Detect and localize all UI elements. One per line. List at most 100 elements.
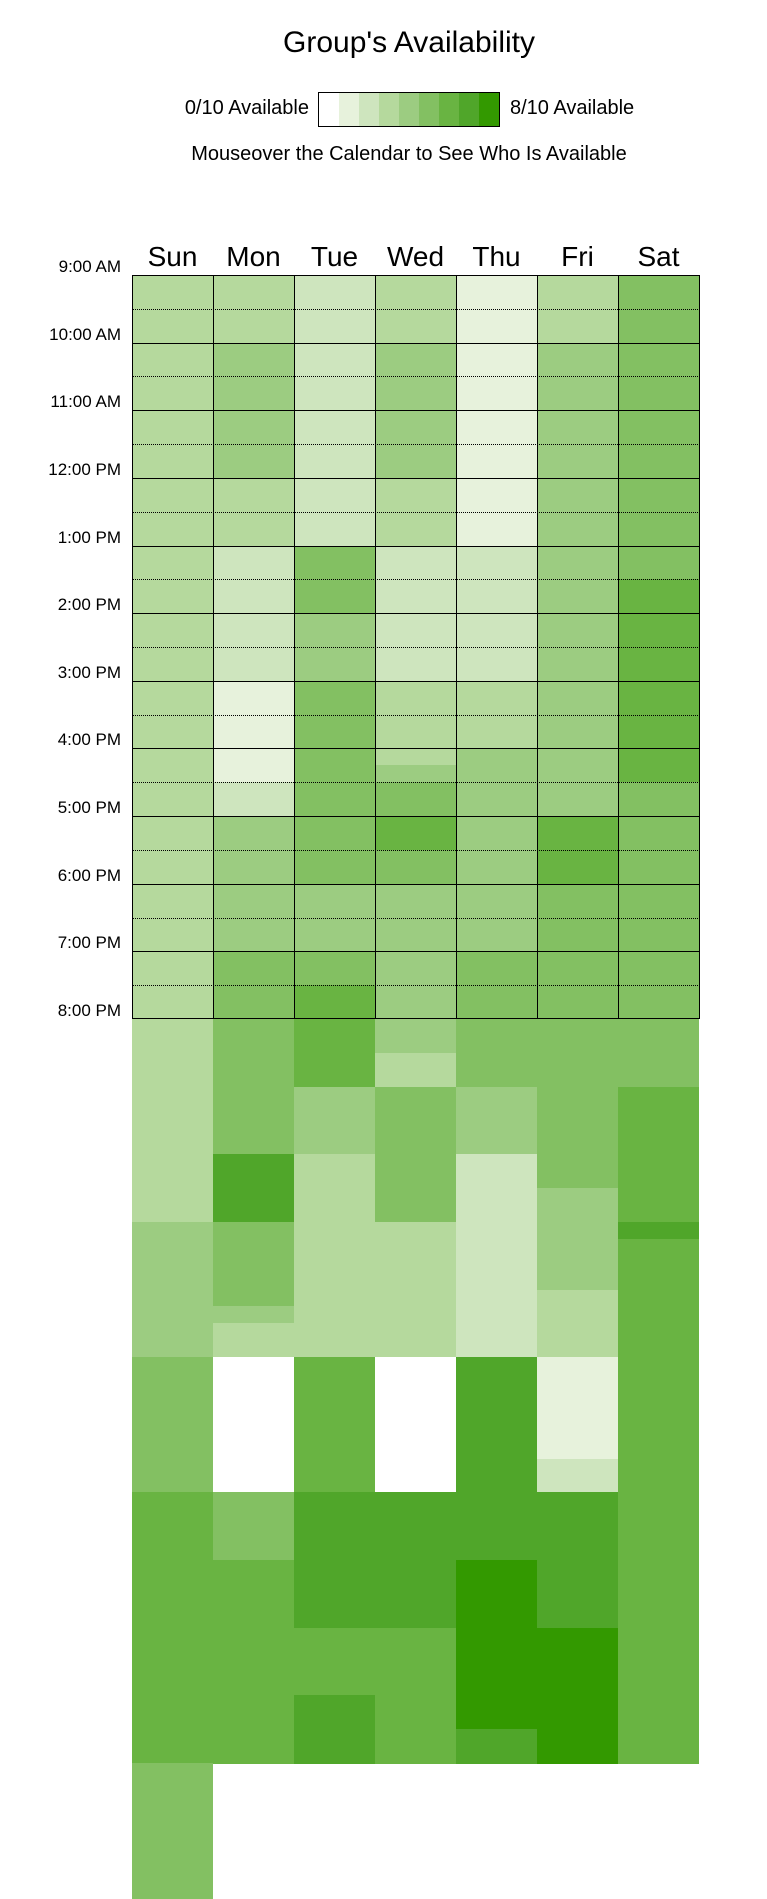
time-slot[interactable] xyxy=(375,461,456,479)
time-slot[interactable] xyxy=(213,1221,294,1240)
time-slot[interactable] xyxy=(537,1424,618,1443)
time-slot[interactable] xyxy=(537,1593,618,1612)
time-slot[interactable] xyxy=(132,596,213,614)
time-slot[interactable] xyxy=(132,663,213,682)
time-slot[interactable] xyxy=(618,1610,699,1629)
time-slot[interactable] xyxy=(375,1492,456,1510)
time-slot[interactable] xyxy=(132,1543,213,1561)
time-slot[interactable] xyxy=(375,731,456,750)
time-slot[interactable] xyxy=(537,1306,618,1324)
time-slot[interactable] xyxy=(456,1289,537,1308)
time-slot[interactable] xyxy=(618,1205,699,1223)
time-slot[interactable] xyxy=(132,1188,213,1206)
time-slot[interactable] xyxy=(213,1323,294,1341)
time-slot[interactable] xyxy=(618,1306,699,1324)
time-slot[interactable] xyxy=(537,782,618,800)
time-slot[interactable] xyxy=(213,1035,294,1054)
time-slot[interactable] xyxy=(618,1103,699,1122)
time-slot[interactable] xyxy=(456,1746,537,1764)
time-slot[interactable] xyxy=(213,1610,294,1629)
time-slot[interactable] xyxy=(375,1137,456,1155)
time-slot[interactable] xyxy=(132,1560,213,1578)
time-slot[interactable] xyxy=(456,342,537,361)
time-slot[interactable] xyxy=(456,697,537,716)
time-slot[interactable] xyxy=(618,1560,699,1578)
time-slot[interactable] xyxy=(213,427,294,445)
time-slot[interactable] xyxy=(456,1424,537,1443)
time-slot[interactable] xyxy=(294,1272,375,1291)
time-slot[interactable] xyxy=(213,1069,294,1088)
time-slot[interactable] xyxy=(294,596,375,614)
time-slot[interactable] xyxy=(213,647,294,665)
time-slot[interactable] xyxy=(132,1238,213,1257)
time-slot[interactable] xyxy=(213,528,294,547)
time-slot[interactable] xyxy=(618,477,699,496)
time-slot[interactable] xyxy=(213,1678,294,1696)
time-slot[interactable] xyxy=(375,1205,456,1223)
time-slot[interactable] xyxy=(294,1543,375,1561)
time-slot[interactable] xyxy=(132,866,213,885)
time-slot[interactable] xyxy=(132,1678,213,1696)
time-slot[interactable] xyxy=(537,1103,618,1122)
time-slot[interactable] xyxy=(456,410,537,428)
time-slot[interactable] xyxy=(618,376,699,394)
time-slot[interactable] xyxy=(132,714,213,733)
time-slot[interactable] xyxy=(213,545,294,564)
time-slot[interactable] xyxy=(294,1627,375,1646)
time-slot[interactable] xyxy=(375,376,456,394)
time-slot[interactable] xyxy=(294,1035,375,1054)
time-slot[interactable] xyxy=(618,291,699,310)
time-slot[interactable] xyxy=(213,1543,294,1561)
time-slot[interactable] xyxy=(375,1035,456,1054)
time-slot[interactable] xyxy=(537,1120,618,1138)
time-slot[interactable] xyxy=(537,1002,618,1020)
time-slot[interactable] xyxy=(456,1002,537,1020)
time-slot[interactable] xyxy=(375,596,456,614)
time-slot[interactable] xyxy=(294,342,375,361)
time-slot[interactable] xyxy=(618,1746,699,1764)
time-slot[interactable] xyxy=(132,1221,213,1240)
time-slot[interactable] xyxy=(132,1729,213,1747)
time-slot[interactable] xyxy=(456,1120,537,1138)
time-slot[interactable] xyxy=(618,1019,699,1037)
time-slot[interactable] xyxy=(537,697,618,716)
time-slot[interactable] xyxy=(537,714,618,733)
time-slot[interactable] xyxy=(213,410,294,428)
time-slot[interactable] xyxy=(618,1509,699,1527)
time-slot[interactable] xyxy=(213,1644,294,1663)
time-slot[interactable] xyxy=(456,1526,537,1544)
time-slot[interactable] xyxy=(132,1052,213,1071)
time-slot[interactable] xyxy=(537,1357,618,1375)
time-slot[interactable] xyxy=(375,985,456,1003)
time-slot[interactable] xyxy=(213,1357,294,1375)
time-slot[interactable] xyxy=(375,1171,456,1189)
time-slot[interactable] xyxy=(375,1746,456,1764)
time-slot[interactable] xyxy=(294,1052,375,1071)
time-slot[interactable] xyxy=(132,968,213,986)
time-slot[interactable] xyxy=(618,1458,699,1477)
time-slot[interactable] xyxy=(132,1779,213,1798)
time-slot[interactable] xyxy=(618,1543,699,1561)
time-slot[interactable] xyxy=(618,1052,699,1071)
time-slot[interactable] xyxy=(375,1391,456,1409)
time-slot[interactable] xyxy=(213,393,294,411)
time-slot[interactable] xyxy=(132,630,213,648)
time-slot[interactable] xyxy=(537,1137,618,1155)
time-slot[interactable] xyxy=(618,562,699,580)
time-slot[interactable] xyxy=(456,1019,537,1037)
time-slot[interactable] xyxy=(132,816,213,834)
time-slot[interactable] xyxy=(456,1340,537,1358)
time-slot[interactable] xyxy=(537,1627,618,1646)
time-slot[interactable] xyxy=(213,1695,294,1713)
time-slot[interactable] xyxy=(375,444,456,462)
time-slot[interactable] xyxy=(132,1881,213,1899)
time-slot[interactable] xyxy=(375,1238,456,1257)
time-slot[interactable] xyxy=(375,1188,456,1206)
time-slot[interactable] xyxy=(456,833,537,851)
time-slot[interactable] xyxy=(456,731,537,750)
time-slot[interactable] xyxy=(294,1391,375,1409)
time-slot[interactable] xyxy=(456,985,537,1003)
time-slot[interactable] xyxy=(132,799,213,817)
time-slot[interactable] xyxy=(375,697,456,716)
time-slot[interactable] xyxy=(213,1391,294,1409)
